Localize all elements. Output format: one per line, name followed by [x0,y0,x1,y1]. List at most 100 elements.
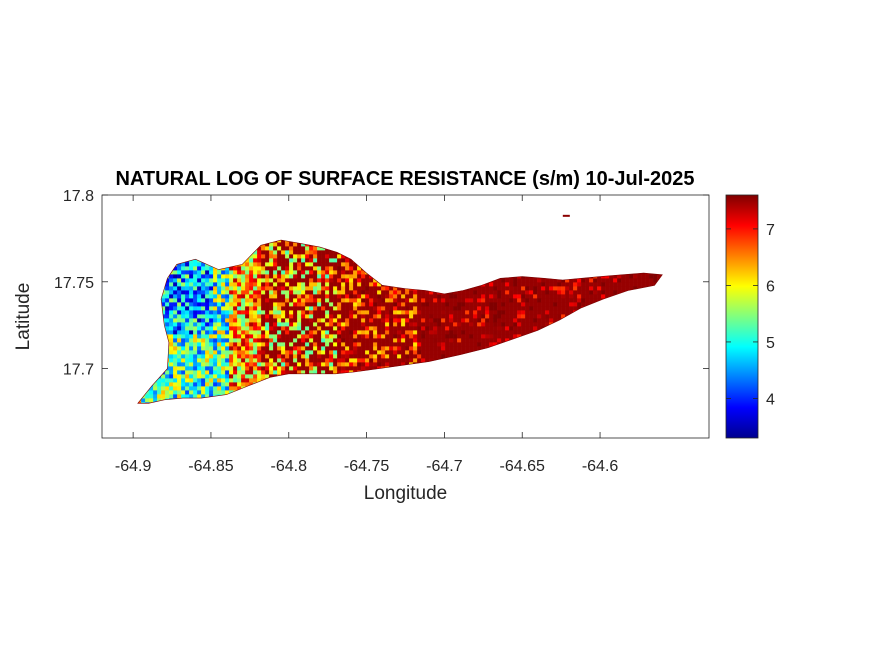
map-cell [329,250,334,255]
map-cell [309,354,314,359]
map-cell [233,278,238,283]
map-cell [613,290,618,295]
map-cell [549,290,554,295]
map-cell [397,358,402,363]
map-cell [241,294,246,299]
map-cell [469,310,474,315]
map-cell [241,350,246,355]
map-cell [345,274,350,279]
map-cell [217,314,222,319]
map-cell [297,278,302,283]
map-cell [213,322,218,327]
map-cell [529,322,534,327]
map-cell [237,342,242,347]
map-cell [301,258,306,263]
map-cell [337,354,342,359]
chart-title: NATURAL LOG OF SURFACE RESISTANCE (s/m) … [116,168,695,190]
map-cell [185,270,190,275]
map-cell [473,298,478,303]
map-cell [309,274,314,279]
map-cell [237,274,242,279]
map-cell [365,362,370,367]
map-cell [221,318,226,323]
map-cell [545,314,550,319]
map-cell [433,354,438,359]
map-cell [293,266,298,271]
map-cell [525,326,530,331]
map-cell [213,282,218,287]
map-cell [293,242,298,247]
map-cell [161,378,166,383]
map-cell [253,326,258,331]
map-cell [341,370,346,375]
map-cell [281,330,286,335]
map-cell [185,278,190,283]
map-cell [253,270,258,275]
map-cell [261,326,266,331]
map-cell [169,358,174,363]
map-cell [437,354,442,359]
map-cell [253,294,258,299]
map-cell [197,298,202,303]
map-cell [273,366,278,371]
map-cell [333,366,338,371]
map-cell [193,294,198,299]
map-cell [529,310,534,315]
map-cell [565,302,570,307]
map-cell [169,298,174,303]
map-cell [289,274,294,279]
map-cell [205,318,210,323]
map-cell [221,374,226,379]
map-cell [209,338,214,343]
map-cell [201,362,206,367]
map-cell [181,314,186,319]
map-cell [549,310,554,315]
map-cell [189,302,194,307]
map-cell [501,338,506,343]
map-cell [561,314,566,319]
map-cell [197,270,202,275]
map-cell [465,322,470,327]
map-cell [493,326,498,331]
map-cell [273,306,278,311]
map-cell [457,330,462,335]
map-cell [217,334,222,339]
map-cell [389,358,394,363]
map-cell [193,278,198,283]
map-cell [441,310,446,315]
map-cell [217,354,222,359]
map-cell [253,346,258,351]
map-cell [233,302,238,307]
map-cell [165,302,170,307]
map-cell [253,310,258,315]
map-cell [305,362,310,367]
map-cell [365,338,370,343]
map-cell [481,322,486,327]
map-cell [461,342,466,347]
map-cell [421,350,426,355]
map-cell [541,314,546,319]
map-cell [429,354,434,359]
map-cell [521,298,526,303]
map-cell [565,294,570,299]
map-cell [481,302,486,307]
map-cell [497,298,502,303]
map-cell [613,274,618,279]
map-cell [425,322,430,327]
map-cell [373,278,378,283]
map-cell [457,338,462,343]
map-cell [181,262,186,267]
map-cell [341,278,346,283]
map-cell [257,342,262,347]
map-cell [197,346,202,351]
map-cell [213,298,218,303]
map-cell [193,314,198,319]
map-cell [329,262,334,267]
map-cell [309,298,314,303]
map-cell [573,278,578,283]
map-cell [581,282,586,287]
map-cell [289,282,294,287]
map-cell [229,358,234,363]
map-cell [513,278,518,283]
map-cell [197,290,202,295]
